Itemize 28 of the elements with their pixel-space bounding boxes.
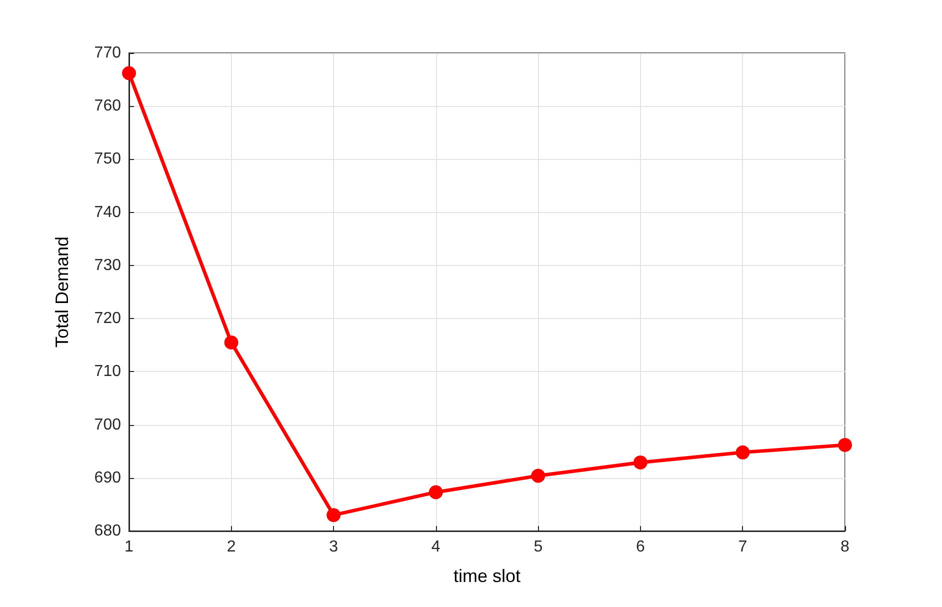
y-tick-label: 700 xyxy=(94,416,122,434)
y-tick-label: 740 xyxy=(94,204,122,221)
y-tick-label: 690 xyxy=(94,469,122,486)
point xyxy=(428,485,443,500)
y-axis-title: Total Demand xyxy=(52,236,72,348)
y-tick-label: 750 xyxy=(94,150,122,168)
point xyxy=(326,508,341,522)
point xyxy=(224,335,238,350)
y-tick-label: 710 xyxy=(94,363,122,380)
x-tick-label: 5 xyxy=(534,538,543,556)
point xyxy=(736,445,750,460)
x-tick-label: 8 xyxy=(840,538,850,556)
x-tick-label: 3 xyxy=(329,538,338,556)
y-tick-label: 770 xyxy=(94,44,122,62)
y-tick-label: 760 xyxy=(94,98,122,115)
x-tick-label: 6 xyxy=(636,538,645,556)
x-tick-label: 2 xyxy=(226,538,236,556)
y-tick-label: 720 xyxy=(94,310,122,328)
x-tick-label: 7 xyxy=(738,538,748,556)
x-axis-title: time slot xyxy=(453,566,521,586)
point xyxy=(633,455,648,470)
point xyxy=(838,438,852,452)
y-tick-label: 680 xyxy=(94,522,122,540)
point xyxy=(531,468,546,483)
point xyxy=(122,66,136,80)
y-tick-label: 730 xyxy=(94,256,122,274)
x-tick-label: 1 xyxy=(124,538,134,556)
x-tick-label: 4 xyxy=(431,538,440,556)
